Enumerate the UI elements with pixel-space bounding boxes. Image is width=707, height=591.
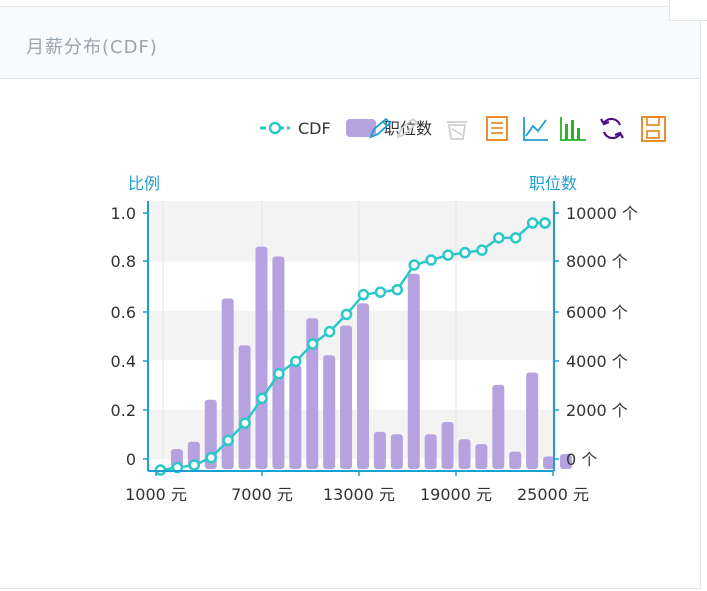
bar[interactable] [543,456,556,469]
cdf-point[interactable] [391,283,404,296]
cdf-point[interactable] [509,232,522,244]
cdf-point[interactable] [493,232,505,244]
bar[interactable] [221,298,234,469]
legend-label-cdf: CDF [298,119,331,138]
cdf-point[interactable] [273,367,285,380]
cdf-point[interactable] [306,338,319,350]
x-tick-label: 1000 元 [125,485,187,504]
x-tick-label: 13000 元 [323,485,395,504]
cdf-point[interactable] [476,244,488,256]
tick-labels: 0 0.2 0.4 0.6 0.8 1.0 0 个 2000 个 4000 个 6000 个 800… [111,204,638,504]
right-axis-name: 职位数 [529,174,577,193]
cdf-point[interactable] [340,308,353,321]
bar[interactable] [424,434,437,469]
bar[interactable] [289,365,302,469]
y-right-tick-label: 4000 个 [566,352,628,371]
cdf-point[interactable] [239,417,251,429]
bar[interactable] [407,273,420,469]
legend-label-jobs: 职位数 [384,119,432,138]
cdf-point[interactable] [459,246,471,259]
x-tick-label: 7000 元 [231,485,293,504]
y-left-tick-label: 0.2 [111,401,136,420]
y-right-tick-label: 8000 个 [566,252,628,271]
y-right-tick-label: 0 个 [566,450,597,469]
legend-item-cdf[interactable]: CDF [260,119,331,138]
cdf-series [154,217,551,476]
refresh-icon[interactable] [600,117,624,140]
bar[interactable] [255,246,268,469]
cdf-point[interactable] [205,451,217,464]
bar[interactable] [492,384,505,469]
pencil-alt-icon[interactable] [396,117,419,139]
bar[interactable] [526,372,539,469]
bar-series [170,246,572,469]
legend-item-jobs[interactable]: 职位数 [346,119,432,138]
y-right-tick-label: 2000 个 [566,401,628,420]
bar[interactable] [357,303,369,469]
x-tick-label: 19000 元 [420,485,492,504]
bar[interactable] [475,444,488,469]
cdf-point[interactable] [408,259,420,271]
bar-chart-icon[interactable] [560,117,586,141]
cdf-point[interactable] [526,217,539,229]
y-left-tick-label: 0 [126,450,136,469]
corner-handle[interactable] [669,0,707,21]
data-view-icon[interactable] [486,116,508,141]
bar[interactable] [272,256,285,469]
legend[interactable]: CDF 职位数 [260,119,432,138]
cdf-point[interactable] [323,325,336,338]
toolbox [369,116,666,142]
bar[interactable] [560,454,572,469]
bar[interactable] [238,345,251,469]
cdf-point[interactable] [188,459,201,471]
bar[interactable] [509,451,522,469]
cdf-point[interactable] [425,254,437,266]
cdf-point[interactable] [222,434,234,447]
y-left-tick-label: 1.0 [111,204,136,223]
bar[interactable] [340,325,353,469]
cdf-point[interactable] [442,249,454,261]
y-left-tick-label: 0.6 [111,303,136,322]
bar[interactable] [306,318,319,469]
chart-panel: 月薪分布(CDF) [0,6,701,589]
panel-title: 月薪分布(CDF) [26,37,158,58]
save-icon[interactable] [641,116,666,142]
bar[interactable] [323,355,336,469]
cdf-point[interactable] [374,286,387,298]
y-left-tick-label: 0.4 [111,352,136,371]
cdf-point[interactable] [357,288,370,301]
bar[interactable] [204,399,217,469]
y-right-tick-label: 10000 个 [566,204,638,223]
bar[interactable] [373,431,386,469]
y-right-tick-label: 6000 个 [566,303,628,322]
cdf-point[interactable] [256,392,268,405]
line-chart-icon[interactable] [523,117,548,141]
eraser-icon[interactable] [447,121,467,140]
axes [147,201,555,472]
cdf-point[interactable] [171,461,184,474]
grid-band [148,201,554,262]
pencil-icon[interactable] [369,117,392,139]
bar[interactable] [390,434,403,469]
left-axis-name: 比例 [128,174,160,193]
bar[interactable] [441,421,454,469]
y-left-tick-label: 0.8 [111,252,136,271]
panel-header: 月薪分布(CDF) [0,7,700,79]
cdf-point[interactable] [539,217,551,229]
x-tick-label: 25000 元 [517,485,589,504]
bar[interactable] [458,439,471,469]
cdf-point[interactable] [290,355,302,368]
